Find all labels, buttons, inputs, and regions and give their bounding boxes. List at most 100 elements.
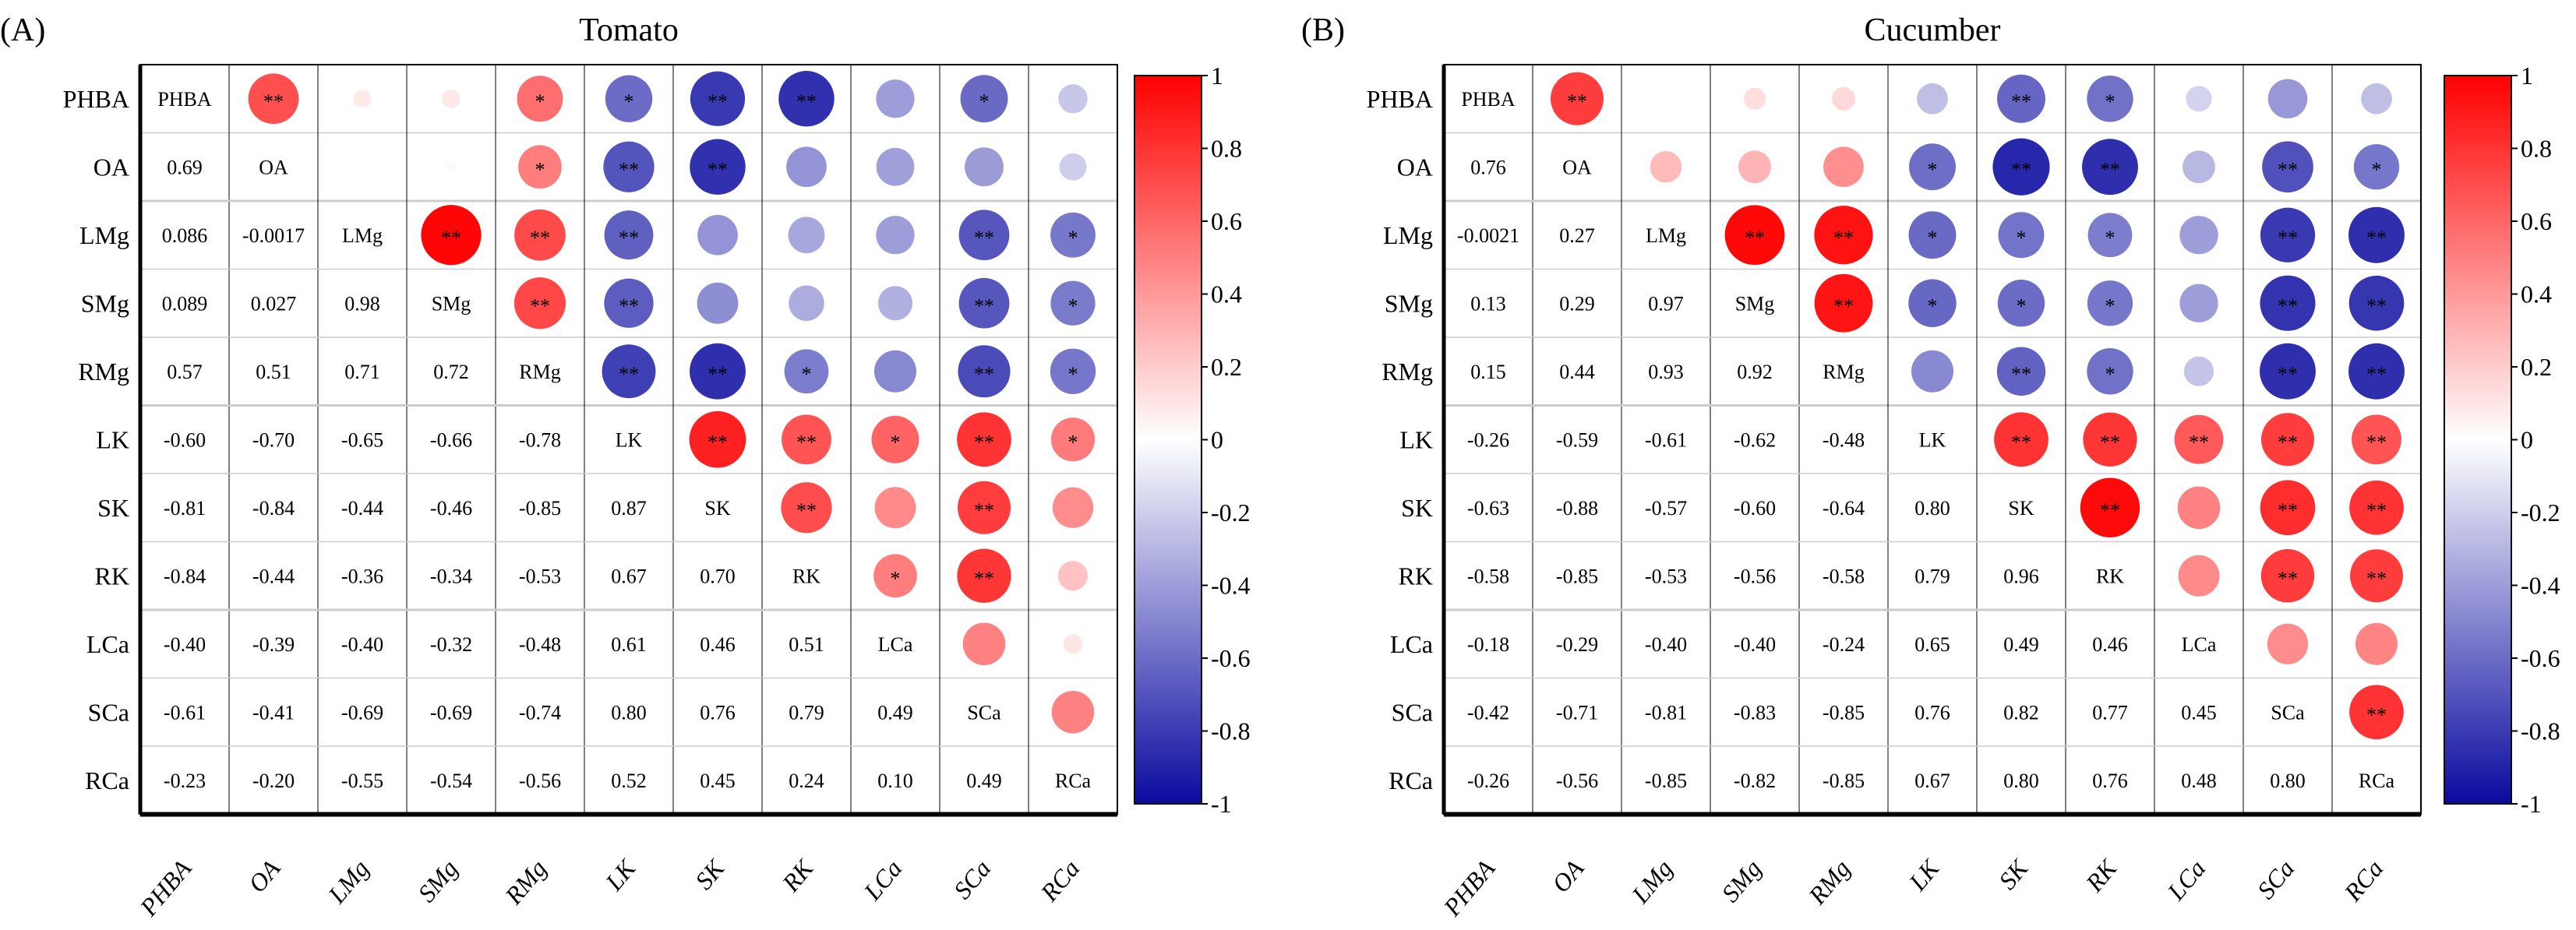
correlation-circle [2260,275,2316,331]
correlation-circle [690,343,746,400]
diagonal-label: SK [704,497,730,520]
correlation-circle [789,285,824,321]
significance-marker: * [2017,294,2027,317]
correlation-value: -0.48 [519,633,561,656]
correlation-value: 0.71 [344,361,380,383]
correlation-circle [1814,273,1873,333]
chart-title: Cucumber [1865,12,2001,48]
x-tick-label: RMg [1802,854,1855,911]
correlation-circle [784,349,829,394]
significance-marker: * [979,90,990,113]
correlation-circle [876,79,915,118]
correlation-value: 0.92 [1737,361,1773,383]
correlation-circle [514,209,566,261]
significance-marker: ** [974,567,994,590]
correlation-circle [2186,86,2212,112]
row-label: LK [1399,425,1433,453]
correlation-circle [1909,143,1956,191]
x-tick-label: SK [690,854,731,895]
correlation-value: -0.41 [252,701,295,724]
x-tick-label: SMg [412,854,463,907]
row-label: RK [95,562,129,590]
significance-marker: ** [2278,294,2298,317]
correlation-circle [1997,74,2045,123]
correlation-circle [2260,549,2315,603]
significance-marker: ** [1567,90,1587,113]
correlation-circle [2183,356,2214,386]
significance-marker: * [2105,294,2115,317]
correlation-value: -0.23 [164,770,206,792]
correlation-value: 0.10 [877,770,913,792]
correlation-value: 0.65 [1914,633,1950,656]
diagonal-label: RMg [519,361,560,383]
significance-marker: ** [974,363,994,386]
correlation-value: 0.96 [2003,565,2039,587]
row-label: RCa [85,766,129,794]
correlation-value: -0.40 [1645,633,1687,656]
correlation-circle [517,76,563,122]
colorbar-tick-label: 0.2 [1211,353,1242,381]
correlation-circle [442,90,461,108]
correlation-value: -0.20 [252,770,295,792]
significance-marker: ** [2366,227,2387,249]
correlation-value: -0.69 [341,701,383,724]
correlation-circle [960,75,1008,123]
diagonal-label: SK [2008,497,2034,520]
correlation-circle [782,414,831,465]
correlation-circle [1917,83,1948,114]
correlation-circle [957,548,1011,603]
x-tick-label: OA [1546,854,1589,898]
correlation-value: 0.57 [167,361,203,383]
correlation-circle [361,165,364,168]
x-tick-label: PHBA [134,854,197,922]
correlation-value: -0.84 [252,497,295,520]
correlation-value: 0.79 [1914,565,1950,587]
correlation-circle [2260,343,2316,400]
x-tick-label: SCa [2251,854,2299,904]
correlation-value: 0.80 [1914,497,1950,520]
correlation-circle [2177,486,2221,530]
correlation-value: -0.85 [1556,565,1598,587]
correlation-circle [353,90,372,108]
significance-marker: * [624,90,634,113]
x-tick-label: RMg [499,854,552,911]
x-tick-label: OA [242,854,285,898]
correlation-value: -0.81 [1645,701,1687,724]
correlation-circle [873,554,917,598]
correlation-value: 0.77 [2092,701,2128,724]
diagonal-label: LK [1919,428,1946,451]
significance-marker: ** [2278,567,2298,590]
correlation-value: -0.64 [1823,497,1865,520]
colorbar [2444,75,2512,805]
correlation-value: 0.67 [611,565,647,587]
correlation-value: -0.66 [430,428,472,451]
x-tick-label: RK [2080,854,2123,897]
x-tick-label: SK [1993,854,2034,895]
row-label: SK [1401,494,1433,522]
correlation-value: -0.26 [1467,428,1509,451]
correlation-circle [2352,414,2401,465]
correlation-value: 0.51 [256,361,291,383]
correlation-value: -0.78 [519,428,561,451]
correlation-value: -0.34 [430,565,472,587]
correlation-value: 0.80 [2270,770,2306,792]
correlation-value: -0.62 [1734,428,1776,451]
correlation-circle [1814,206,1873,265]
correlation-circle [2353,144,2400,190]
significance-marker: ** [2011,431,2031,453]
diagonal-label: SCa [967,701,1001,724]
correlation-circle [1664,97,1667,100]
significance-marker: ** [2100,158,2120,181]
significance-marker: * [802,363,812,386]
significance-marker: * [891,567,901,590]
significance-marker: ** [2366,499,2387,522]
correlation-value: -0.59 [1556,428,1598,451]
significance-marker: ** [2366,703,2387,726]
x-tick-label: RCa [1035,854,1085,907]
correlation-circle [958,345,1011,398]
correlation-value: 0.49 [877,701,913,724]
correlation-circle [604,210,654,260]
diagonal-label: RMg [1823,361,1864,383]
correlation-value: -0.60 [1734,497,1776,520]
correlation-value: -0.39 [252,633,295,656]
